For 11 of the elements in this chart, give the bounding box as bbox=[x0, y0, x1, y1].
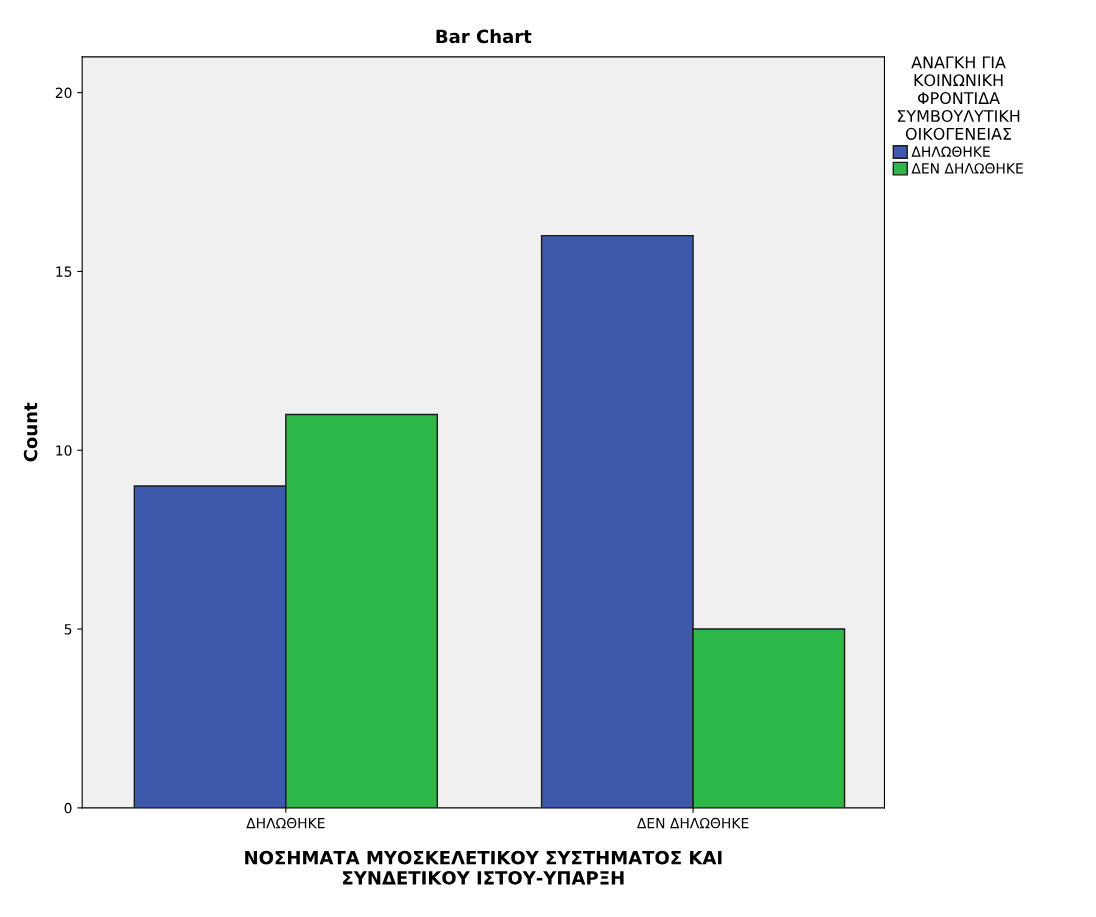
legend-label: ΔΕΝ ΔΗΛΩΘΗΚΕ bbox=[911, 163, 1023, 174]
y-tick-label: 20 bbox=[55, 87, 72, 99]
legend-title: ΑΝΑΓΚΗ ΓΙΑ ΚΟΙΝΩΝΙΚΗ ΦΡΟΝΤΙΔΑ ΣΥΜΒΟΥΛΥΤΙΚΗ ΟΙΚΟΓΕΝΕΙΑΣ bbox=[897, 56, 1020, 140]
y-tick-label: 0 bbox=[64, 802, 72, 814]
chart-title: Bar Chart bbox=[436, 29, 532, 44]
x-axis-title: ΝΟΣΗΜΑΤΑ ΜΥΟΣΚΕΛΕΤΙΚΟΥ ΣΥΣΤΗΜΑΤΟΣ ΚΑΙ ΣΥΝΔΕΤΙΚΟΥ ΙΣΤΟΥ-ΥΠΑΡΞΗ bbox=[245, 850, 722, 885]
y-tick-label: 15 bbox=[56, 266, 72, 277]
legend-label: ΔΗΛΩΘΗΚΕ bbox=[911, 146, 990, 157]
y-axis-title: Count bbox=[23, 402, 38, 462]
y-tick-label: 5 bbox=[64, 624, 72, 635]
y-tick-label: 10 bbox=[56, 445, 72, 456]
